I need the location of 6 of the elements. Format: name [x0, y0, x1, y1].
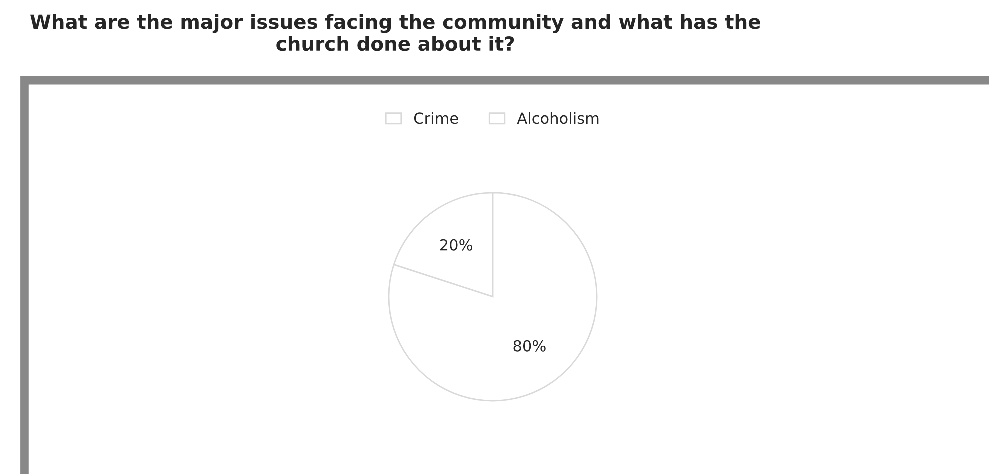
data-label: 80% — [514, 340, 546, 352]
chart-title: What are the major issues facing the community and what has the church done about it? — [30, 14, 760, 52]
pie-slice — [388, 192, 598, 402]
data-label: 20% — [440, 239, 472, 251]
legend-label: Alcoholism — [517, 112, 599, 124]
legend-label: Crime — [414, 112, 458, 124]
